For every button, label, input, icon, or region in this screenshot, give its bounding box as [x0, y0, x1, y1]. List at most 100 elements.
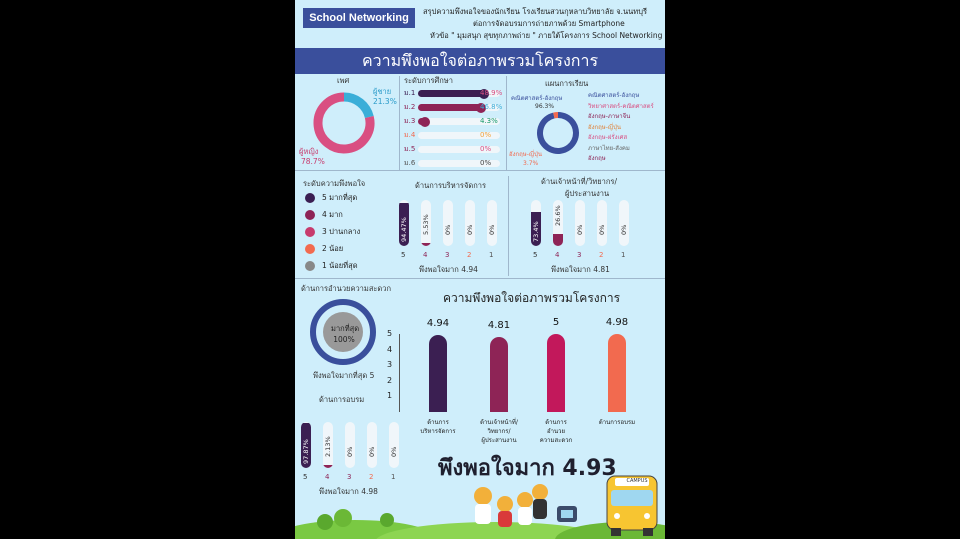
facilitation-ring: [310, 299, 376, 365]
education-bar-track: [418, 160, 500, 167]
management-caption: พึงพอใจมาก 4.94: [419, 265, 478, 274]
bar-track: [465, 200, 475, 246]
facilitation-donut-chart: [310, 299, 376, 365]
bar-fill: [553, 233, 563, 246]
bar-track: [367, 422, 377, 468]
overall-category-label: ด้านเจ้าหน้าที่/: [480, 419, 518, 426]
kids-icon: [474, 484, 577, 527]
bar-category-label: 4: [555, 251, 560, 259]
program-title: แผนการเรียน: [545, 79, 589, 88]
overall-bar: [490, 336, 508, 412]
education-value-label: 0%: [480, 145, 492, 153]
staff-title-line-2: ผู้ประสานงาน: [565, 189, 610, 198]
bar-track: [421, 200, 431, 246]
overall-y-tick: 5: [387, 329, 393, 338]
facilitation-caption: พึงพอใจมากที่สุด 5: [313, 371, 375, 380]
bar-track: [399, 200, 409, 246]
bar-category-label: 3: [577, 251, 582, 259]
bar-track: [443, 200, 453, 246]
bar-fill: [323, 465, 333, 468]
management-title: ด้านการบริหารจัดการ: [415, 181, 487, 190]
bar-value-label: 26.6%: [554, 205, 562, 226]
legend-swatch: [305, 193, 315, 203]
legend-title: ระดับความพึงพอใจ: [303, 179, 366, 188]
overall-value-label: 5: [552, 317, 560, 328]
bar-value-label: 0%: [620, 224, 628, 235]
bar-value-label: 0%: [390, 446, 398, 457]
facilitation-center-value: 100%: [333, 335, 355, 344]
program-legend-item: อังกฤษ-ภาษาจีน: [588, 113, 631, 120]
bar-category-label: 1: [391, 473, 396, 481]
education-category-label: ม.1: [404, 89, 416, 97]
overall-y-axis: [399, 334, 400, 412]
school-bus-icon: [606, 475, 658, 536]
bar-value-label: 2.13%: [324, 436, 332, 457]
overall-value-label: 4.94: [426, 317, 450, 329]
education-bar-track: [418, 146, 500, 153]
education-value-label: 0%: [480, 131, 492, 139]
program-legend-item: วิทยาศาสตร์-คณิตศาสตร์: [588, 102, 654, 110]
facilitation-inner-disc: [323, 312, 363, 352]
education-title: ระดับการศึกษา: [404, 76, 453, 85]
overall-y-tick: 1: [387, 391, 393, 401]
program-minor-label: อังกฤษ-ญี่ปุ่น: [509, 151, 542, 158]
bar-fill: [421, 243, 431, 246]
gender-male-label: ผู้ชาย: [373, 87, 392, 96]
bar-category-label: 2: [599, 251, 604, 259]
bar-value-label: 0%: [466, 224, 474, 235]
separator: [399, 76, 400, 170]
overall-category-label: ด้านการอบรม: [598, 419, 636, 426]
cartoon-illustration: [295, 475, 665, 539]
bar-fill: [531, 212, 541, 246]
bar-value-label: 73.4%: [532, 221, 540, 242]
gender-title: เพศ: [337, 76, 350, 85]
header-line-2: ต่อการจัดอบรมการถ่ายภาพด้วย Smartphone: [473, 19, 625, 28]
bar-value-label: 5.53%: [422, 214, 430, 235]
bar-category-label: 1: [489, 251, 494, 259]
education-value-label: 46.8%: [480, 103, 503, 111]
bar-track: [323, 422, 333, 468]
program-main-value: 96.3%: [535, 103, 555, 110]
gender-male-value: 21.3%: [373, 97, 397, 106]
separator: [506, 76, 507, 170]
bar-category-label: 5: [303, 473, 308, 481]
bar-value-label: 0%: [488, 224, 496, 235]
header-line-3: หัวข้อ " มุมสนุก สุขทุกภาพถ่าย " ภายใต้โ…: [430, 31, 663, 40]
education-bar-fill: [418, 90, 485, 97]
education-bar-track: [418, 118, 500, 125]
main-banner: ความพึงพอใจต่อภาพรวมโครงการ: [295, 48, 665, 74]
education-category-label: ม.2: [404, 103, 416, 111]
legend-swatch: [305, 261, 315, 271]
bar-category-label: 2: [467, 251, 472, 259]
overall-category-label: อำนวย: [547, 428, 565, 435]
legend-label: 3 ปานกลาง: [322, 227, 361, 236]
program-donut-chart: [537, 112, 579, 154]
overall-category-label: ผู้ประสานงาน: [481, 437, 517, 444]
header-line-1: สรุปความพึงพอใจของนักเรียน โรงเรียนสวนกุ…: [423, 7, 648, 16]
legend-label: 2 น้อย: [322, 244, 344, 253]
legend-swatch: [305, 210, 315, 220]
legend-label: 5 มากที่สุด: [322, 193, 358, 202]
training-caption: พึงพอใจมาก 4.98: [319, 487, 378, 496]
bar-category-label: 2: [369, 473, 374, 481]
program-legend-item: คณิตศาสตร์-อังกฤษ: [588, 92, 640, 99]
overall-category-label: ความสะดวก: [539, 437, 573, 444]
education-value-label: 48.9%: [480, 89, 503, 97]
bar-track: [575, 200, 585, 246]
overall-y-tick: 2: [387, 375, 393, 385]
overall-category-label: บริหารจัดการ: [420, 428, 456, 435]
staff-title-line-1: ด้านเจ้าหน้าที่/วิทยากร/: [541, 177, 617, 186]
separator: [508, 176, 509, 276]
bar-track: [389, 422, 399, 468]
bar-value-label: 0%: [576, 224, 584, 235]
education-bar-knob: [420, 116, 430, 127]
bar-track: [487, 200, 497, 246]
gender-slice-male: [343, 92, 374, 119]
separator: [295, 278, 665, 279]
bar-track: [531, 200, 541, 246]
legend-label: 1 น้อยที่สุด: [322, 261, 358, 270]
bar-category-label: 3: [445, 251, 450, 259]
bar-track: [597, 200, 607, 246]
bar-track: [345, 422, 355, 468]
bar-value-label: 0%: [444, 224, 452, 235]
